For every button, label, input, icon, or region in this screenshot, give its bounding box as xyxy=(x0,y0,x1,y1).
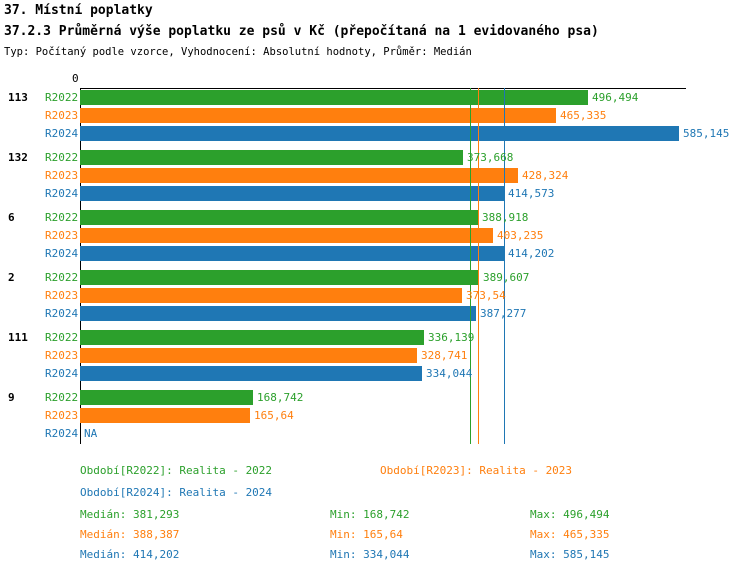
legend-r2023: Období[R2023]: Realita - 2023 xyxy=(380,464,573,477)
bar-value-label: 373,668 xyxy=(467,151,514,164)
series-row-label: R2022 xyxy=(45,151,79,164)
bar-value-label: 465,335 xyxy=(560,109,607,122)
median-line-r2024 xyxy=(504,88,505,444)
chart-subtitle: Typ: Počítaný podle vzorce, Vyhodnocení:… xyxy=(4,46,472,58)
bar xyxy=(80,408,250,423)
series-row-label: R2022 xyxy=(45,211,79,224)
x-axis-line xyxy=(80,88,686,89)
bar xyxy=(80,306,476,321)
bar xyxy=(80,210,478,225)
series-row-label: R2023 xyxy=(45,409,79,422)
series-row-label: R2023 xyxy=(45,109,79,122)
stat-median-r2024: Medián: 414,202 xyxy=(80,548,180,561)
bar-chart: 0 113 R2022 496,494 R2023 465,335 R2024 585,145… xyxy=(8,72,730,444)
bar-value-label: 165,64 xyxy=(254,409,294,422)
bar xyxy=(80,228,493,243)
bar xyxy=(80,348,417,363)
bar xyxy=(80,246,504,261)
series-row-label: R2023 xyxy=(45,229,79,242)
bar-value-label: 428,324 xyxy=(522,169,569,182)
bar-value-label: 328,741 xyxy=(421,349,468,362)
stat-max-r2022: Max: 496,494 xyxy=(530,508,610,521)
median-line-r2022 xyxy=(470,88,471,444)
bar xyxy=(80,90,588,105)
group-label: 113 xyxy=(8,91,28,104)
series-row-label: R2023 xyxy=(45,289,79,302)
series-row-label: R2024 xyxy=(45,247,79,260)
bar-value-label: 388,918 xyxy=(482,211,529,224)
bar-value-label: 373,54 xyxy=(466,289,506,302)
series-row-label: R2024 xyxy=(45,367,79,380)
group-label: 9 xyxy=(8,391,15,404)
y-axis-line xyxy=(80,88,81,444)
bar-value-label: 389,607 xyxy=(483,271,530,284)
bar-value-label: NA xyxy=(84,427,98,440)
bar-value-label: 334,044 xyxy=(426,367,473,380)
series-row-label: R2022 xyxy=(45,91,79,104)
bar xyxy=(80,108,556,123)
bar-value-label: 414,573 xyxy=(508,187,555,200)
series-row-label: R2023 xyxy=(45,169,79,182)
bar-value-label: 336,139 xyxy=(428,331,475,344)
report-title: 37. Místní poplatky xyxy=(4,3,153,18)
series-row-label: R2024 xyxy=(45,427,79,440)
group-label: 132 xyxy=(8,151,28,164)
group-label: 111 xyxy=(8,331,28,344)
bar xyxy=(80,126,679,141)
bar xyxy=(80,390,253,405)
series-row-label: R2023 xyxy=(45,349,79,362)
median-line-r2023 xyxy=(478,88,479,444)
bar xyxy=(80,168,518,183)
bar-value-label: 168,742 xyxy=(257,391,304,404)
chart-title: 37.2.3 Průměrná výše poplatku ze psů v K… xyxy=(4,24,599,39)
bar xyxy=(80,330,424,345)
group-label: 2 xyxy=(8,271,15,284)
stat-median-r2023: Medián: 388,387 xyxy=(80,528,180,541)
legend-r2024: Období[R2024]: Realita - 2024 xyxy=(80,486,273,499)
bar xyxy=(80,270,479,285)
stat-max-r2023: Max: 465,335 xyxy=(530,528,610,541)
stat-min-r2024: Min: 334,044 xyxy=(330,548,410,561)
bar-value-label: 585,145 xyxy=(683,127,730,140)
bar xyxy=(80,150,463,165)
bar xyxy=(80,366,422,381)
series-row-label: R2024 xyxy=(45,187,79,200)
bar-value-label: 496,494 xyxy=(592,91,639,104)
group-label: 6 xyxy=(8,211,15,224)
bar-value-label: 414,202 xyxy=(508,247,555,260)
bar-value-label: 387,277 xyxy=(480,307,527,320)
stat-median-r2022: Medián: 381,293 xyxy=(80,508,180,521)
x-axis-zero-label: 0 xyxy=(72,72,79,85)
series-row-label: R2024 xyxy=(45,307,79,320)
series-row-label: R2022 xyxy=(45,391,79,404)
bar-value-label: 403,235 xyxy=(497,229,544,242)
legend-r2022: Období[R2022]: Realita - 2022 xyxy=(80,464,273,477)
series-row-label: R2024 xyxy=(45,127,79,140)
stat-min-r2023: Min: 165,64 xyxy=(330,528,403,541)
series-row-label: R2022 xyxy=(45,331,79,344)
bar xyxy=(80,186,504,201)
series-row-label: R2022 xyxy=(45,271,79,284)
stat-max-r2024: Max: 585,145 xyxy=(530,548,610,561)
stat-min-r2022: Min: 168,742 xyxy=(330,508,410,521)
bar xyxy=(80,288,462,303)
